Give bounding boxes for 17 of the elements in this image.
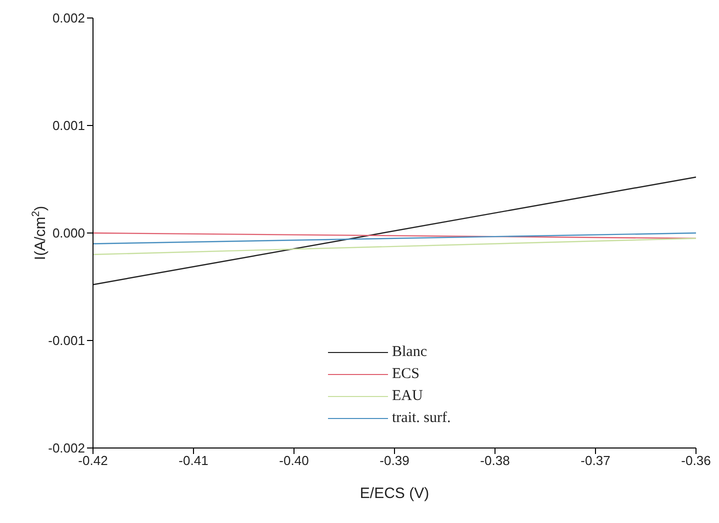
- x-tick-label: -0.40: [279, 453, 309, 468]
- y-tick-label: -0.002: [48, 440, 85, 456]
- x-axis-title: E/ECS (V): [360, 485, 430, 502]
- legend-label: Blanc: [392, 343, 427, 362]
- y-tick-label: 0.000: [52, 226, 85, 241]
- x-tick-label: -0.37: [580, 453, 610, 468]
- legend-label: ECS: [392, 365, 420, 384]
- y-tick-label: -0.001: [48, 333, 85, 348]
- x-tick-label: -0.38: [480, 453, 510, 468]
- x-tick-label: -0.42: [78, 453, 108, 468]
- legend-label: trait. surf.: [392, 409, 451, 428]
- x-tick-label: -0.36: [681, 453, 711, 468]
- y-tick-label: 0.002: [52, 10, 85, 26]
- legend-label: EAU: [392, 387, 423, 406]
- y-tick-label: 0.001: [52, 118, 85, 134]
- x-tick-label: -0.41: [178, 453, 208, 468]
- x-tick-label: -0.39: [380, 453, 410, 468]
